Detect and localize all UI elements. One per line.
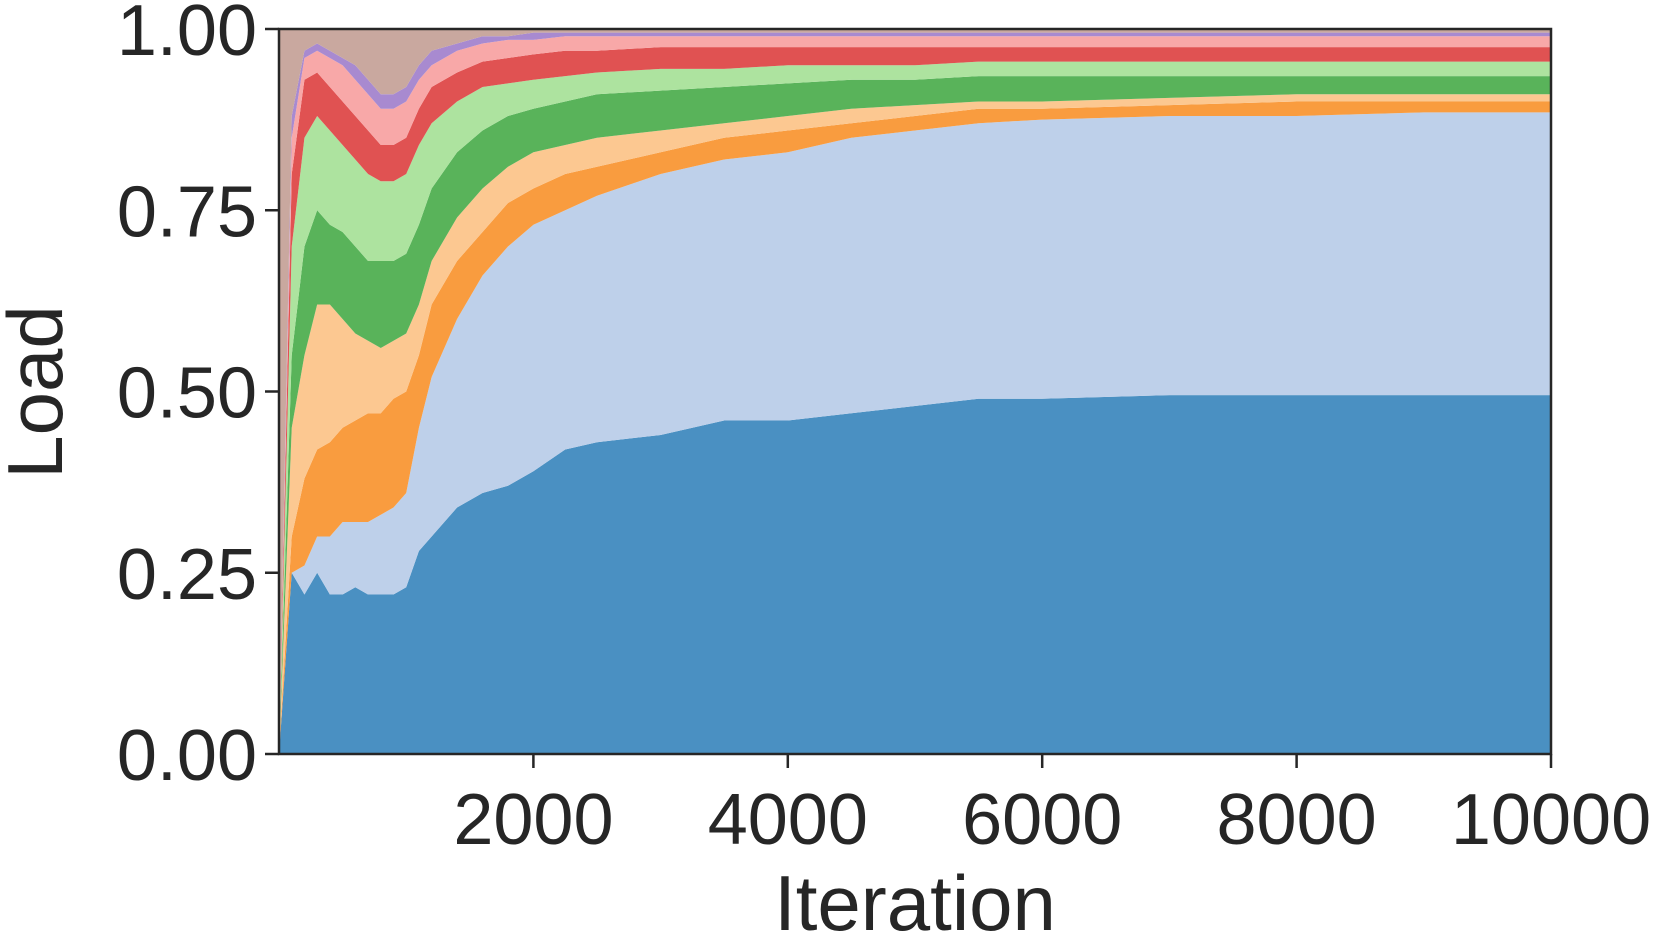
x-tick-label: 8000 (1217, 780, 1377, 860)
x-axis-label: Iteration (774, 859, 1056, 947)
area (279, 395, 1551, 754)
x-tick-label: 10000 (1451, 780, 1651, 860)
y-tick-label: 0.75 (117, 172, 257, 252)
y-tick-label: 0.50 (117, 354, 257, 434)
area (279, 36, 1551, 754)
y-tick-label: 1.00 (117, 0, 257, 71)
x-tick-label: 6000 (962, 780, 1122, 860)
y-tick-label: 0.25 (117, 535, 257, 615)
x-tick-label: 4000 (708, 780, 868, 860)
area (279, 112, 1551, 754)
y-tick-label: 0.00 (117, 716, 257, 796)
x-tick-label: 2000 (453, 780, 613, 860)
y-axis-label: Load (0, 305, 79, 479)
